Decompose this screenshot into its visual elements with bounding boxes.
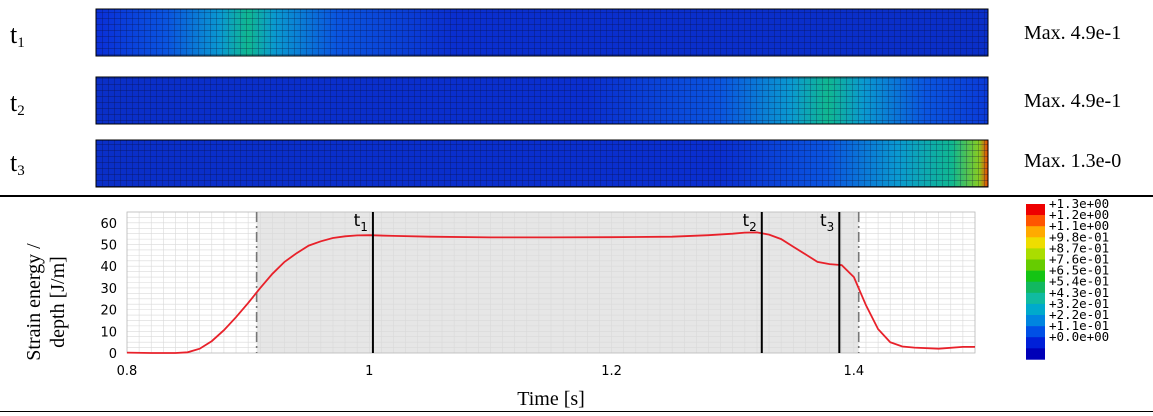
snapshot-label-t2: t2 (10, 88, 25, 119)
legend-swatch (1026, 204, 1045, 216)
snapshot-label-t3: t3 (10, 148, 25, 179)
time-marker-label-t3: t3 (820, 211, 834, 234)
bottom-rule (0, 411, 1153, 412)
legend-swatch (1026, 248, 1045, 260)
legend-label: +1.1e-01 (1049, 318, 1109, 333)
legend-swatch (1026, 292, 1045, 305)
legend-swatch (1026, 303, 1045, 316)
y-tick-label: 60 (100, 217, 117, 232)
y-tick-label: 40 (100, 260, 117, 275)
legend-swatch (1026, 237, 1045, 249)
y-tick-label: 50 (100, 239, 117, 254)
legend-label: +1.3e+00 (1049, 196, 1109, 211)
x-tick-label: 0.8 (117, 364, 138, 379)
x-tick-label: 1.4 (844, 364, 865, 379)
time-marker-label-t2: t2 (742, 211, 756, 234)
legend-label: +7.6e-01 (1049, 252, 1109, 267)
x-tick-label: 1.2 (601, 364, 622, 379)
snapshot-max-t3: Max. 1.3e-0 (1024, 150, 1122, 172)
legend-label: +1.1e+00 (1049, 218, 1109, 233)
beam-snapshot-t3 (95, 139, 989, 188)
snapshot-max-t1: Max. 4.9e-1 (1024, 22, 1122, 44)
colormap-legend: +1.3e+00+1.2e+00+1.1e+00+9.8e-01+8.7e-01… (1026, 196, 1109, 360)
legend-label: +2.2e-01 (1049, 307, 1109, 322)
x-tick-label: 1 (365, 364, 373, 379)
plot-frame (126, 211, 976, 354)
legend-swatch (1026, 348, 1045, 360)
legend-swatch (1026, 226, 1045, 238)
legend-label: +0.0e+00 (1049, 329, 1109, 344)
beam-snapshot-t2 (95, 76, 989, 125)
legend-label: +3.2e-01 (1049, 296, 1109, 311)
legend-swatch (1026, 215, 1045, 227)
legend-label: +6.5e-01 (1049, 263, 1109, 278)
legend-swatch (1026, 270, 1045, 282)
section-divider (0, 195, 1153, 197)
y-tick-label: 10 (100, 325, 117, 340)
x-axis-label: Time [s] (517, 388, 585, 410)
strain-energy-curve (126, 231, 975, 354)
legend-label: +1.2e+00 (1049, 207, 1109, 222)
y-tick-label: 0 (109, 347, 117, 362)
y-axis-label-line1: Strain energy / (23, 243, 45, 361)
legend-label: +4.3e-01 (1049, 285, 1109, 300)
strain-energy-chart: 0 10 20 30 40 50 60 0.8 1 1.2 1.4 t1 t2 t3 (100, 211, 976, 379)
time-marker-label-t1: t1 (354, 211, 368, 234)
legend-label: +5.4e-01 (1049, 274, 1109, 289)
beam-snapshot-t1 (95, 8, 989, 57)
snapshot-label-t1: t1 (10, 20, 25, 51)
y-axis-label-line2: depth [J/m] (47, 256, 69, 348)
legend-swatch (1026, 337, 1045, 349)
legend-swatch (1026, 326, 1045, 338)
legend-label: +9.8e-01 (1049, 229, 1109, 244)
legend-swatch (1026, 281, 1045, 294)
snapshot-max-t2: Max. 4.9e-1 (1024, 90, 1122, 112)
y-tick-label: 30 (100, 282, 117, 297)
legend-swatch (1026, 315, 1045, 327)
y-tick-label: 20 (100, 304, 117, 319)
legend-swatch (1026, 259, 1045, 271)
legend-label: +8.7e-01 (1049, 240, 1109, 255)
